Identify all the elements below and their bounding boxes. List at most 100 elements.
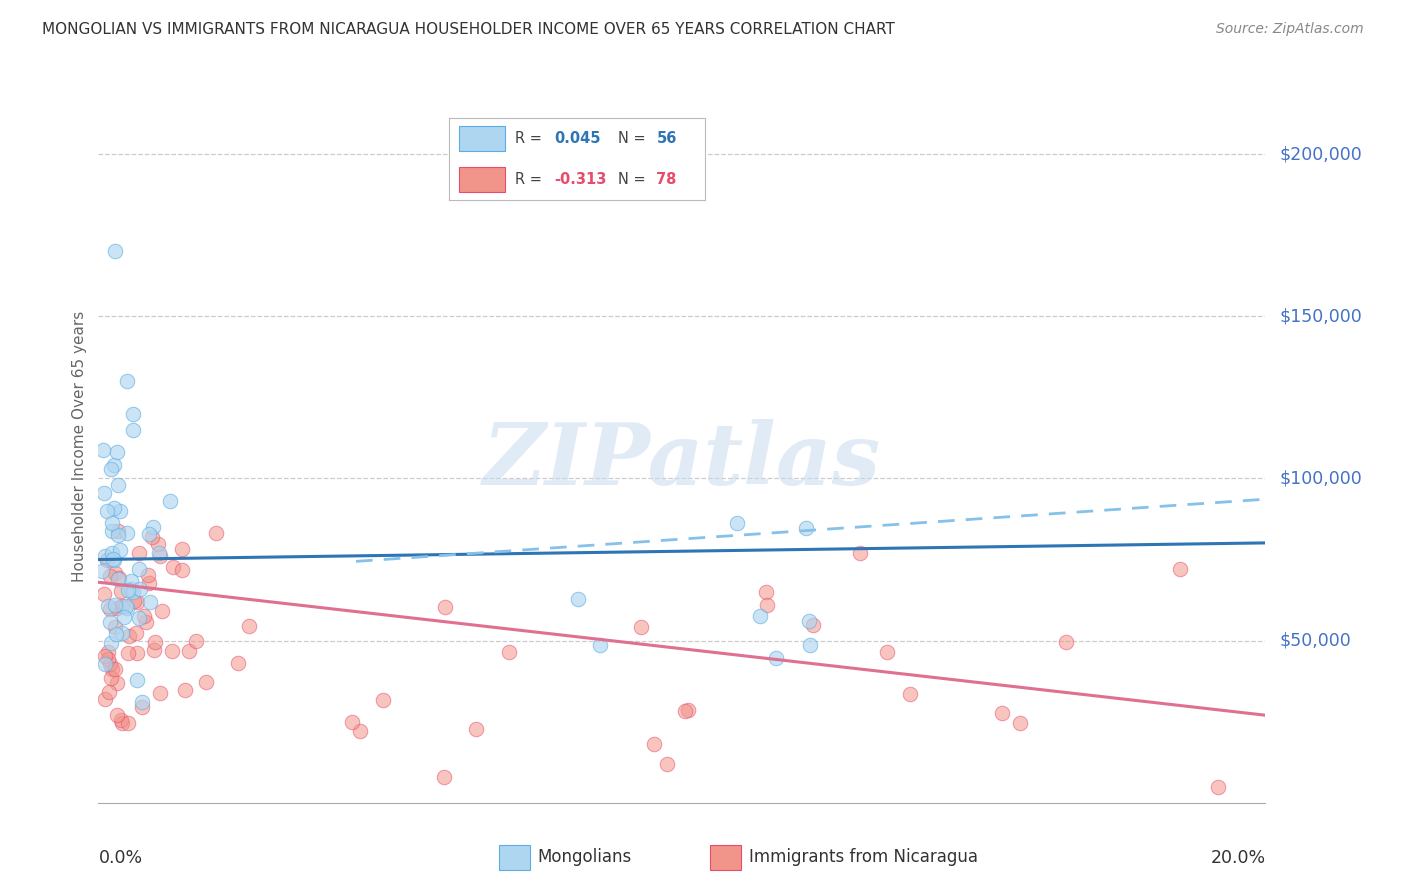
Point bbox=[676, 703, 699, 717]
Point bbox=[97, 599, 120, 614]
Point bbox=[103, 501, 125, 516]
Point bbox=[117, 583, 139, 598]
Point bbox=[97, 645, 120, 659]
Point bbox=[96, 504, 118, 518]
Point bbox=[122, 594, 145, 608]
Point bbox=[801, 618, 824, 632]
Point bbox=[149, 549, 172, 564]
Point bbox=[128, 546, 150, 560]
Point bbox=[125, 673, 148, 687]
Point bbox=[118, 629, 141, 643]
Point bbox=[100, 671, 122, 685]
Point bbox=[643, 738, 665, 752]
Point bbox=[101, 546, 124, 560]
Point bbox=[150, 604, 173, 618]
Point bbox=[125, 626, 148, 640]
Point bbox=[134, 609, 156, 624]
Point bbox=[149, 686, 172, 700]
Point bbox=[195, 674, 218, 689]
Bar bbox=[458, 167, 505, 192]
Point bbox=[104, 598, 127, 612]
Point bbox=[94, 657, 117, 672]
Point bbox=[204, 525, 226, 540]
Text: 78: 78 bbox=[657, 172, 676, 186]
Point bbox=[142, 520, 165, 534]
Point bbox=[100, 636, 122, 650]
Text: N =: N = bbox=[619, 172, 650, 186]
Point bbox=[105, 600, 128, 615]
Text: N =: N = bbox=[619, 131, 650, 145]
Point bbox=[1208, 780, 1230, 794]
Point bbox=[108, 571, 131, 585]
Point bbox=[226, 656, 249, 670]
Point bbox=[131, 695, 153, 709]
Point bbox=[371, 692, 394, 706]
Point bbox=[127, 595, 149, 609]
Text: 0.0%: 0.0% bbox=[98, 849, 142, 867]
Point bbox=[141, 530, 163, 544]
Point bbox=[107, 478, 129, 492]
Text: MONGOLIAN VS IMMIGRANTS FROM NICARAGUA HOUSEHOLDER INCOME OVER 65 YEARS CORRELAT: MONGOLIAN VS IMMIGRANTS FROM NICARAGUA H… bbox=[42, 22, 896, 37]
Bar bbox=[458, 126, 505, 151]
Point bbox=[170, 542, 193, 557]
Point bbox=[433, 770, 456, 784]
Point bbox=[173, 683, 195, 698]
Point bbox=[170, 563, 193, 577]
Point bbox=[103, 458, 125, 472]
Point bbox=[110, 542, 132, 557]
Point bbox=[1054, 634, 1077, 648]
Point bbox=[105, 445, 128, 459]
Point bbox=[117, 647, 139, 661]
Point bbox=[765, 651, 787, 665]
Point bbox=[138, 576, 160, 591]
Point bbox=[117, 715, 139, 730]
Point bbox=[433, 600, 456, 615]
Point bbox=[93, 587, 115, 601]
Text: Immigrants from Nicaragua: Immigrants from Nicaragua bbox=[749, 848, 979, 866]
Text: $150,000: $150,000 bbox=[1279, 307, 1362, 326]
Point bbox=[749, 609, 772, 624]
Text: 20.0%: 20.0% bbox=[1211, 849, 1265, 867]
Point bbox=[159, 493, 181, 508]
Point bbox=[799, 638, 821, 652]
Text: R =: R = bbox=[515, 172, 547, 186]
Point bbox=[876, 645, 898, 659]
Point bbox=[100, 662, 122, 676]
Point bbox=[146, 537, 169, 551]
Point bbox=[115, 374, 138, 388]
Text: $50,000: $50,000 bbox=[1279, 632, 1351, 649]
Point bbox=[111, 599, 134, 613]
Point bbox=[135, 615, 157, 629]
Point bbox=[107, 572, 129, 586]
Point bbox=[96, 553, 118, 567]
Point bbox=[104, 619, 127, 633]
Point bbox=[110, 583, 132, 598]
Point bbox=[567, 592, 589, 607]
Point bbox=[138, 527, 160, 541]
Point bbox=[465, 722, 488, 736]
Point bbox=[104, 662, 127, 676]
Point bbox=[108, 504, 131, 518]
Point bbox=[673, 704, 696, 718]
Point bbox=[110, 713, 132, 727]
Point bbox=[90, 564, 112, 578]
Point bbox=[94, 692, 117, 706]
Point bbox=[115, 526, 138, 541]
Point bbox=[136, 568, 159, 582]
Point bbox=[127, 646, 149, 660]
Point bbox=[900, 687, 922, 701]
Text: $100,000: $100,000 bbox=[1279, 469, 1362, 487]
Text: 0.045: 0.045 bbox=[554, 131, 600, 145]
Point bbox=[111, 625, 134, 640]
Point bbox=[162, 560, 184, 574]
Y-axis label: Householder Income Over 65 years: Householder Income Over 65 years bbox=[72, 310, 87, 582]
Point bbox=[655, 756, 678, 771]
Text: ZIPatlas: ZIPatlas bbox=[482, 418, 882, 502]
Point bbox=[138, 595, 160, 609]
Point bbox=[131, 699, 153, 714]
Text: -0.313: -0.313 bbox=[554, 172, 606, 186]
Point bbox=[184, 633, 207, 648]
Point bbox=[98, 615, 121, 629]
Point bbox=[100, 462, 122, 476]
Point bbox=[342, 714, 364, 729]
